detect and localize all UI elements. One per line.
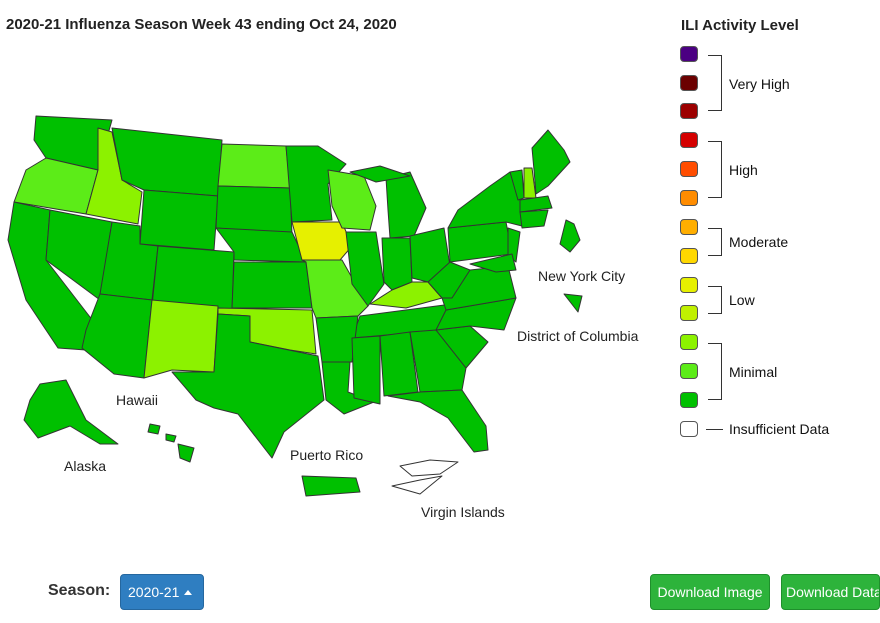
label-puerto-rico: Puerto Rico bbox=[290, 447, 364, 463]
us-map bbox=[7, 115, 583, 497]
state-maine[interactable] bbox=[531, 129, 571, 195]
state-connecticut-ri[interactable] bbox=[519, 209, 549, 229]
state-west-virginia[interactable] bbox=[427, 261, 471, 299]
state-new-mexico[interactable] bbox=[143, 299, 219, 379]
season-dropdown-button[interactable]: 2020-21 bbox=[120, 574, 204, 610]
legend-swatch-very-high-2 bbox=[680, 75, 698, 91]
label-hawaii: Hawaii bbox=[116, 392, 159, 408]
state-florida[interactable] bbox=[387, 389, 489, 453]
legend-bracket-minimal bbox=[708, 343, 722, 400]
district-of-columbia[interactable] bbox=[563, 293, 583, 313]
legend-title: ILI Activity Level bbox=[681, 17, 799, 34]
state-oregon[interactable] bbox=[13, 157, 99, 215]
legend-label-insufficient-data: Insufficient Data bbox=[729, 421, 830, 437]
legend-label-moderate: Moderate bbox=[729, 234, 789, 250]
state-kansas[interactable] bbox=[231, 261, 313, 309]
legend-swatch-insufficient bbox=[680, 421, 698, 437]
state-massachusetts[interactable] bbox=[519, 195, 553, 213]
state-indiana[interactable] bbox=[381, 237, 413, 291]
legend-swatch-minimal-2 bbox=[680, 363, 698, 379]
download-data-button[interactable]: Download Data bbox=[781, 574, 880, 610]
city-new-york-city[interactable] bbox=[559, 219, 581, 253]
label-virgin-islands: Virgin Islands bbox=[421, 504, 505, 520]
season-value: 2020-21 bbox=[128, 584, 180, 600]
legend-swatch-moderate-2 bbox=[680, 248, 698, 264]
label-alaska: Alaska bbox=[64, 458, 107, 474]
territory-puerto-rico[interactable] bbox=[301, 475, 361, 497]
download-image-button[interactable]: Download Image bbox=[650, 574, 770, 610]
legend-bracket-moderate bbox=[708, 228, 722, 256]
legend-bracket-high bbox=[708, 141, 722, 198]
season-label: Season: bbox=[48, 582, 111, 599]
state-north-dakota[interactable] bbox=[217, 143, 291, 189]
state-michigan[interactable] bbox=[385, 171, 427, 239]
legend-swatch-minimal-1 bbox=[680, 334, 698, 350]
state-michigan-upper[interactable] bbox=[349, 165, 411, 183]
state-maryland-delaware[interactable] bbox=[469, 253, 517, 273]
state-south-dakota[interactable] bbox=[215, 185, 293, 235]
legend-swatch-high-2 bbox=[680, 161, 698, 177]
label-district-of-columbia: District of Columbia bbox=[517, 328, 639, 344]
legend-swatch-very-high-3 bbox=[680, 103, 698, 119]
legend-label-very-high: Very High bbox=[729, 76, 790, 92]
legend-swatch-low-1 bbox=[680, 277, 698, 293]
state-georgia[interactable] bbox=[409, 329, 467, 393]
state-illinois[interactable] bbox=[345, 231, 385, 307]
state-arizona[interactable] bbox=[81, 293, 153, 379]
state-new-jersey[interactable] bbox=[507, 227, 521, 263]
territory-virgin-islands[interactable] bbox=[391, 459, 459, 495]
state-idaho[interactable] bbox=[85, 127, 143, 225]
caret-up-icon bbox=[184, 590, 193, 595]
legend-swatch-moderate-1 bbox=[680, 219, 698, 235]
legend-label-minimal: Minimal bbox=[729, 364, 778, 380]
state-mississippi[interactable] bbox=[351, 335, 381, 405]
state-alaska[interactable] bbox=[23, 379, 119, 445]
state-texas[interactable] bbox=[171, 313, 325, 459]
legend-line-insufficient bbox=[706, 429, 723, 430]
legend-bracket-low bbox=[708, 286, 722, 314]
state-iowa[interactable] bbox=[291, 221, 353, 261]
legend-label-low: Low bbox=[729, 292, 755, 308]
legend-label-high: High bbox=[729, 162, 758, 178]
legend-swatch-low-2 bbox=[680, 305, 698, 321]
label-new-york-city: New York City bbox=[538, 268, 626, 284]
legend-swatch-high-1 bbox=[680, 132, 698, 148]
state-new-york[interactable] bbox=[447, 171, 523, 229]
legend-swatch-minimal-3 bbox=[680, 392, 698, 408]
state-hawaii[interactable] bbox=[147, 423, 195, 463]
state-arkansas[interactable] bbox=[315, 315, 359, 363]
legend-bracket-very-high bbox=[708, 55, 722, 111]
state-wyoming[interactable] bbox=[139, 189, 219, 251]
page-title: 2020-21 Influenza Season Week 43 ending … bbox=[6, 16, 397, 33]
legend-swatch-very-high-1 bbox=[680, 46, 698, 62]
legend-swatch-high-3 bbox=[680, 190, 698, 206]
state-nebraska[interactable] bbox=[215, 227, 307, 263]
